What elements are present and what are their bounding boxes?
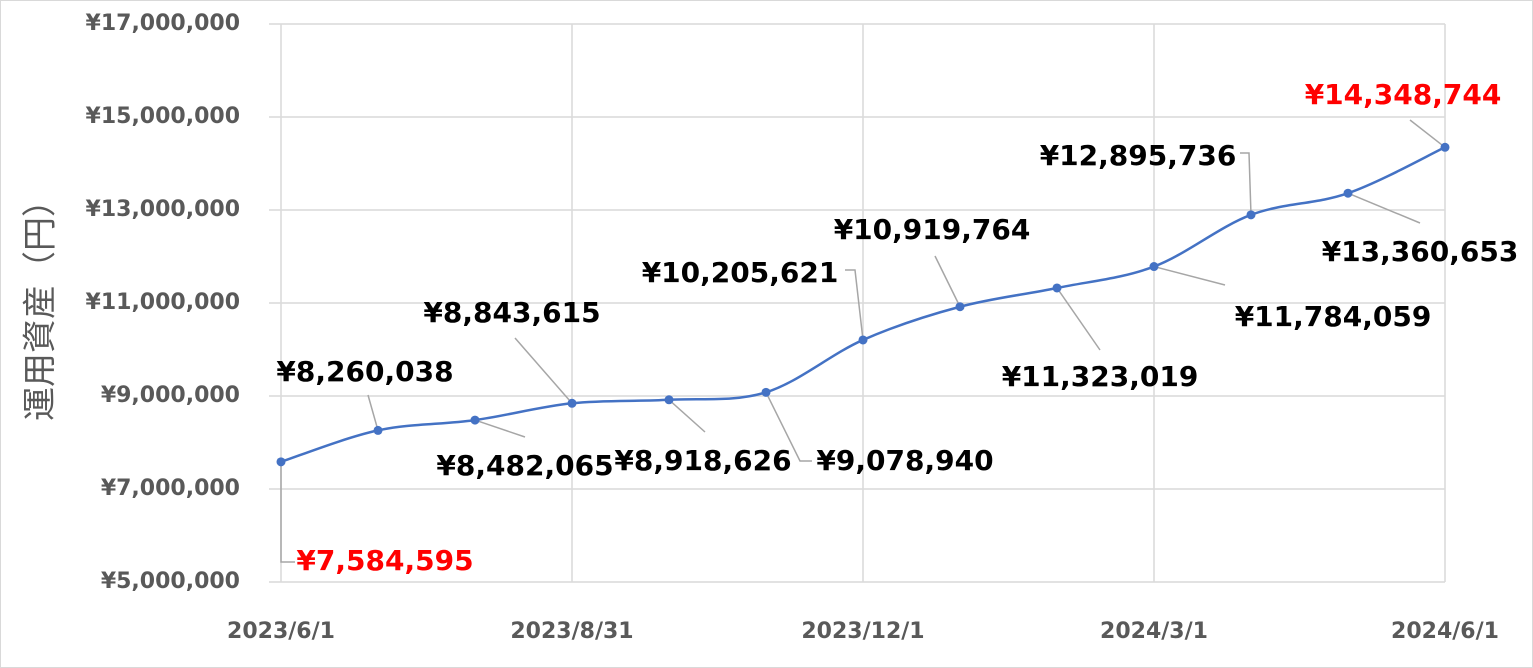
leader-line — [1347, 192, 1421, 224]
data-point — [1246, 210, 1256, 220]
leader-line — [1153, 265, 1226, 286]
data-point — [858, 335, 868, 345]
y-tick-label: ¥13,000,000 — [86, 197, 240, 222]
data-point — [567, 398, 577, 408]
data-label: ¥7,584,595 — [296, 544, 473, 577]
data-point — [1440, 142, 1450, 152]
data-label: ¥9,078,940 — [816, 444, 993, 477]
data-label: ¥10,205,621 — [642, 256, 839, 289]
leader-line — [1240, 152, 1252, 215]
data-point — [761, 387, 771, 397]
data-label: ¥13,360,653 — [1322, 235, 1519, 268]
leader-line — [514, 337, 573, 404]
data-point — [664, 395, 674, 405]
y-tick-label: ¥15,000,000 — [86, 104, 240, 129]
data-point — [373, 425, 383, 435]
y-axis-title: 運用資産（円） — [21, 183, 61, 421]
x-tick-label: 2023/12/1 — [801, 619, 924, 644]
y-tick-label: ¥17,000,000 — [86, 11, 240, 36]
data-label: ¥10,919,764 — [834, 213, 1031, 246]
leader-line — [280, 461, 295, 563]
leader-line — [668, 399, 706, 433]
leader-line — [367, 394, 379, 431]
data-point — [470, 415, 480, 425]
y-tick-label: ¥7,000,000 — [101, 476, 240, 501]
data-label: ¥8,482,065 — [436, 449, 613, 482]
data-label: ¥11,784,059 — [1235, 300, 1432, 333]
leader-line — [765, 391, 812, 462]
data-label: ¥11,323,019 — [1002, 360, 1199, 393]
data-point — [1343, 188, 1353, 198]
y-tick-label: ¥5,000,000 — [101, 569, 240, 594]
leader-line — [474, 419, 526, 438]
data-label: ¥12,895,736 — [1040, 139, 1237, 172]
data-point — [1149, 262, 1159, 272]
data-label: ¥8,843,615 — [423, 296, 600, 329]
data-label: ¥14,348,744 — [1305, 78, 1502, 111]
x-tick-label: 2023/8/31 — [510, 619, 633, 644]
leader-line — [934, 255, 961, 308]
y-tick-label: ¥11,000,000 — [86, 290, 240, 315]
y-tick-label: ¥9,000,000 — [101, 383, 240, 408]
leader-line — [1409, 119, 1446, 148]
x-tick-label: 2024/3/1 — [1100, 619, 1208, 644]
data-point — [955, 302, 965, 312]
data-point — [1052, 283, 1062, 293]
leader-line — [845, 269, 864, 341]
x-tick-label: 2023/6/1 — [227, 619, 335, 644]
x-tick-label: 2024/6/1 — [1391, 619, 1499, 644]
data-point — [276, 457, 286, 467]
data-label: ¥8,260,038 — [276, 355, 453, 388]
leader-line — [1056, 287, 1101, 351]
data-label: ¥8,918,626 — [614, 444, 791, 477]
